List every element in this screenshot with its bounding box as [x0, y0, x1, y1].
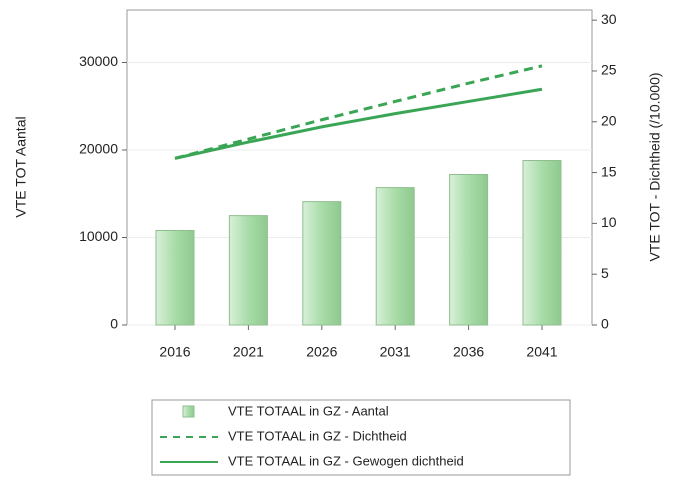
x-tick-label: 2031	[380, 344, 411, 360]
legend	[151, 399, 571, 476]
y2-tick-label: 20	[601, 112, 617, 128]
x-tick-label: 2041	[526, 344, 557, 360]
legend-entry: VTE TOTAAL in GZ - Aantal	[228, 403, 389, 418]
bar	[302, 201, 342, 326]
legend-label: VTE TOTAAL in GZ - Aantal	[228, 403, 389, 418]
y2-tick-label: 5	[601, 265, 609, 281]
y-tick-label: 30000	[79, 53, 118, 69]
y2-tick-label: 10	[601, 214, 617, 230]
bar	[228, 215, 268, 326]
x-tick-label: 2026	[306, 344, 337, 360]
bar	[155, 230, 195, 326]
legend-entry: VTE TOTAAL in GZ - Dichtheid	[228, 428, 407, 443]
bar	[449, 174, 489, 326]
y2-tick-label: 15	[601, 163, 617, 179]
legend-entry: VTE TOTAAL in GZ - Gewogen dichtheid	[228, 453, 464, 468]
legend-label: VTE TOTAAL in GZ - Gewogen dichtheid	[228, 453, 464, 468]
x-tick-label: 2016	[159, 344, 190, 360]
x-tick-label: 2036	[453, 344, 484, 360]
y2-axis-label: VTE TOT - Dichtheid (/10.000)	[647, 72, 663, 261]
y2-tick-label: 25	[601, 62, 617, 78]
y2-tick-label: 30	[601, 11, 617, 27]
bar	[522, 160, 562, 326]
y-tick-label: 10000	[79, 228, 118, 244]
bar	[375, 187, 415, 326]
x-tick-label: 2021	[233, 344, 264, 360]
plot-frame	[126, 9, 593, 326]
line-series	[174, 87, 543, 160]
legend-swatch	[182, 405, 195, 418]
line-series	[174, 64, 543, 160]
legend-label: VTE TOTAAL in GZ - Dichtheid	[228, 428, 407, 443]
y-axis-label: VTE TOT Aantal	[13, 116, 29, 217]
y-tick-label: 20000	[79, 141, 118, 157]
y2-tick-label: 0	[601, 316, 609, 332]
y-tick-label: 0	[110, 316, 118, 332]
